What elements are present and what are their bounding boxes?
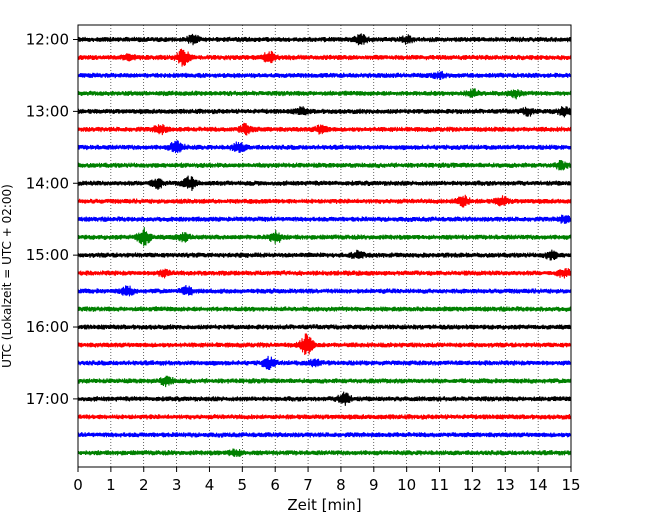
x-tick-label: 4 (205, 476, 215, 494)
x-tick-label: 8 (336, 476, 346, 494)
trace-1215 (77, 48, 572, 67)
trace-1245 (77, 88, 572, 100)
y-tick-label: 14:00 (26, 174, 69, 192)
x-tick-label: 14 (529, 476, 548, 494)
x-tick-label: 2 (139, 476, 149, 494)
x-axis-label: Zeit [min] (287, 496, 361, 514)
x-axis-ticks: 0 1 2 3 4 5 6 7 8 9 10 11 12 13 14 15 (73, 467, 581, 494)
trace-1715 (77, 414, 572, 420)
x-tick-label: 6 (270, 476, 280, 494)
x-tick-label: 12 (463, 476, 482, 494)
trace-1645 (77, 375, 572, 388)
y-tick-label: 16:00 (26, 318, 69, 336)
x-tick-label: 1 (106, 476, 116, 494)
trace-1445 (77, 227, 572, 247)
x-tick-label: 5 (238, 476, 248, 494)
trace-1615 (77, 333, 572, 356)
trace-1345 (77, 160, 572, 171)
trace-1545 (77, 305, 572, 312)
trace-1315 (77, 122, 572, 136)
trace-1430 (77, 214, 572, 224)
y-tick-label: 17:00 (26, 390, 69, 408)
trace-1530 (77, 284, 572, 297)
trace-1330 (77, 140, 572, 154)
trace-1745 (77, 448, 572, 457)
trace-1300 (77, 106, 572, 118)
trace-1415 (77, 194, 572, 208)
trace-1730 (77, 431, 572, 438)
x-tick-label: 9 (369, 476, 379, 494)
x-tick-label: 0 (73, 476, 83, 494)
trace-1500 (77, 249, 572, 261)
plot-frame (77, 24, 572, 468)
x-tick-label: 10 (397, 476, 416, 494)
trace-1200 (77, 33, 572, 46)
trace-1230 (77, 70, 572, 80)
y-tick-label: 12:00 (26, 31, 69, 49)
x-tick-label: 11 (430, 476, 449, 494)
trace-1400 (77, 175, 572, 191)
x-tick-label: 7 (303, 476, 313, 494)
y-axis-ticks: 12:00 13:00 14:00 15:00 16:00 17:00 (26, 31, 78, 408)
x-tick-label: 3 (172, 476, 182, 494)
trace-1630 (77, 355, 572, 370)
x-tick-label: 13 (496, 476, 515, 494)
seismogram-traces (77, 33, 572, 457)
trace-1515 (77, 267, 572, 279)
trace-1600 (77, 324, 572, 331)
x-tick-label: 15 (561, 476, 580, 494)
trace-1700 (77, 391, 572, 406)
y-tick-label: 13:00 (26, 102, 69, 120)
y-tick-label: 15:00 (26, 246, 69, 264)
y-axis-label: UTC (Lokalzeit = UTC + 02:00) (0, 184, 14, 368)
